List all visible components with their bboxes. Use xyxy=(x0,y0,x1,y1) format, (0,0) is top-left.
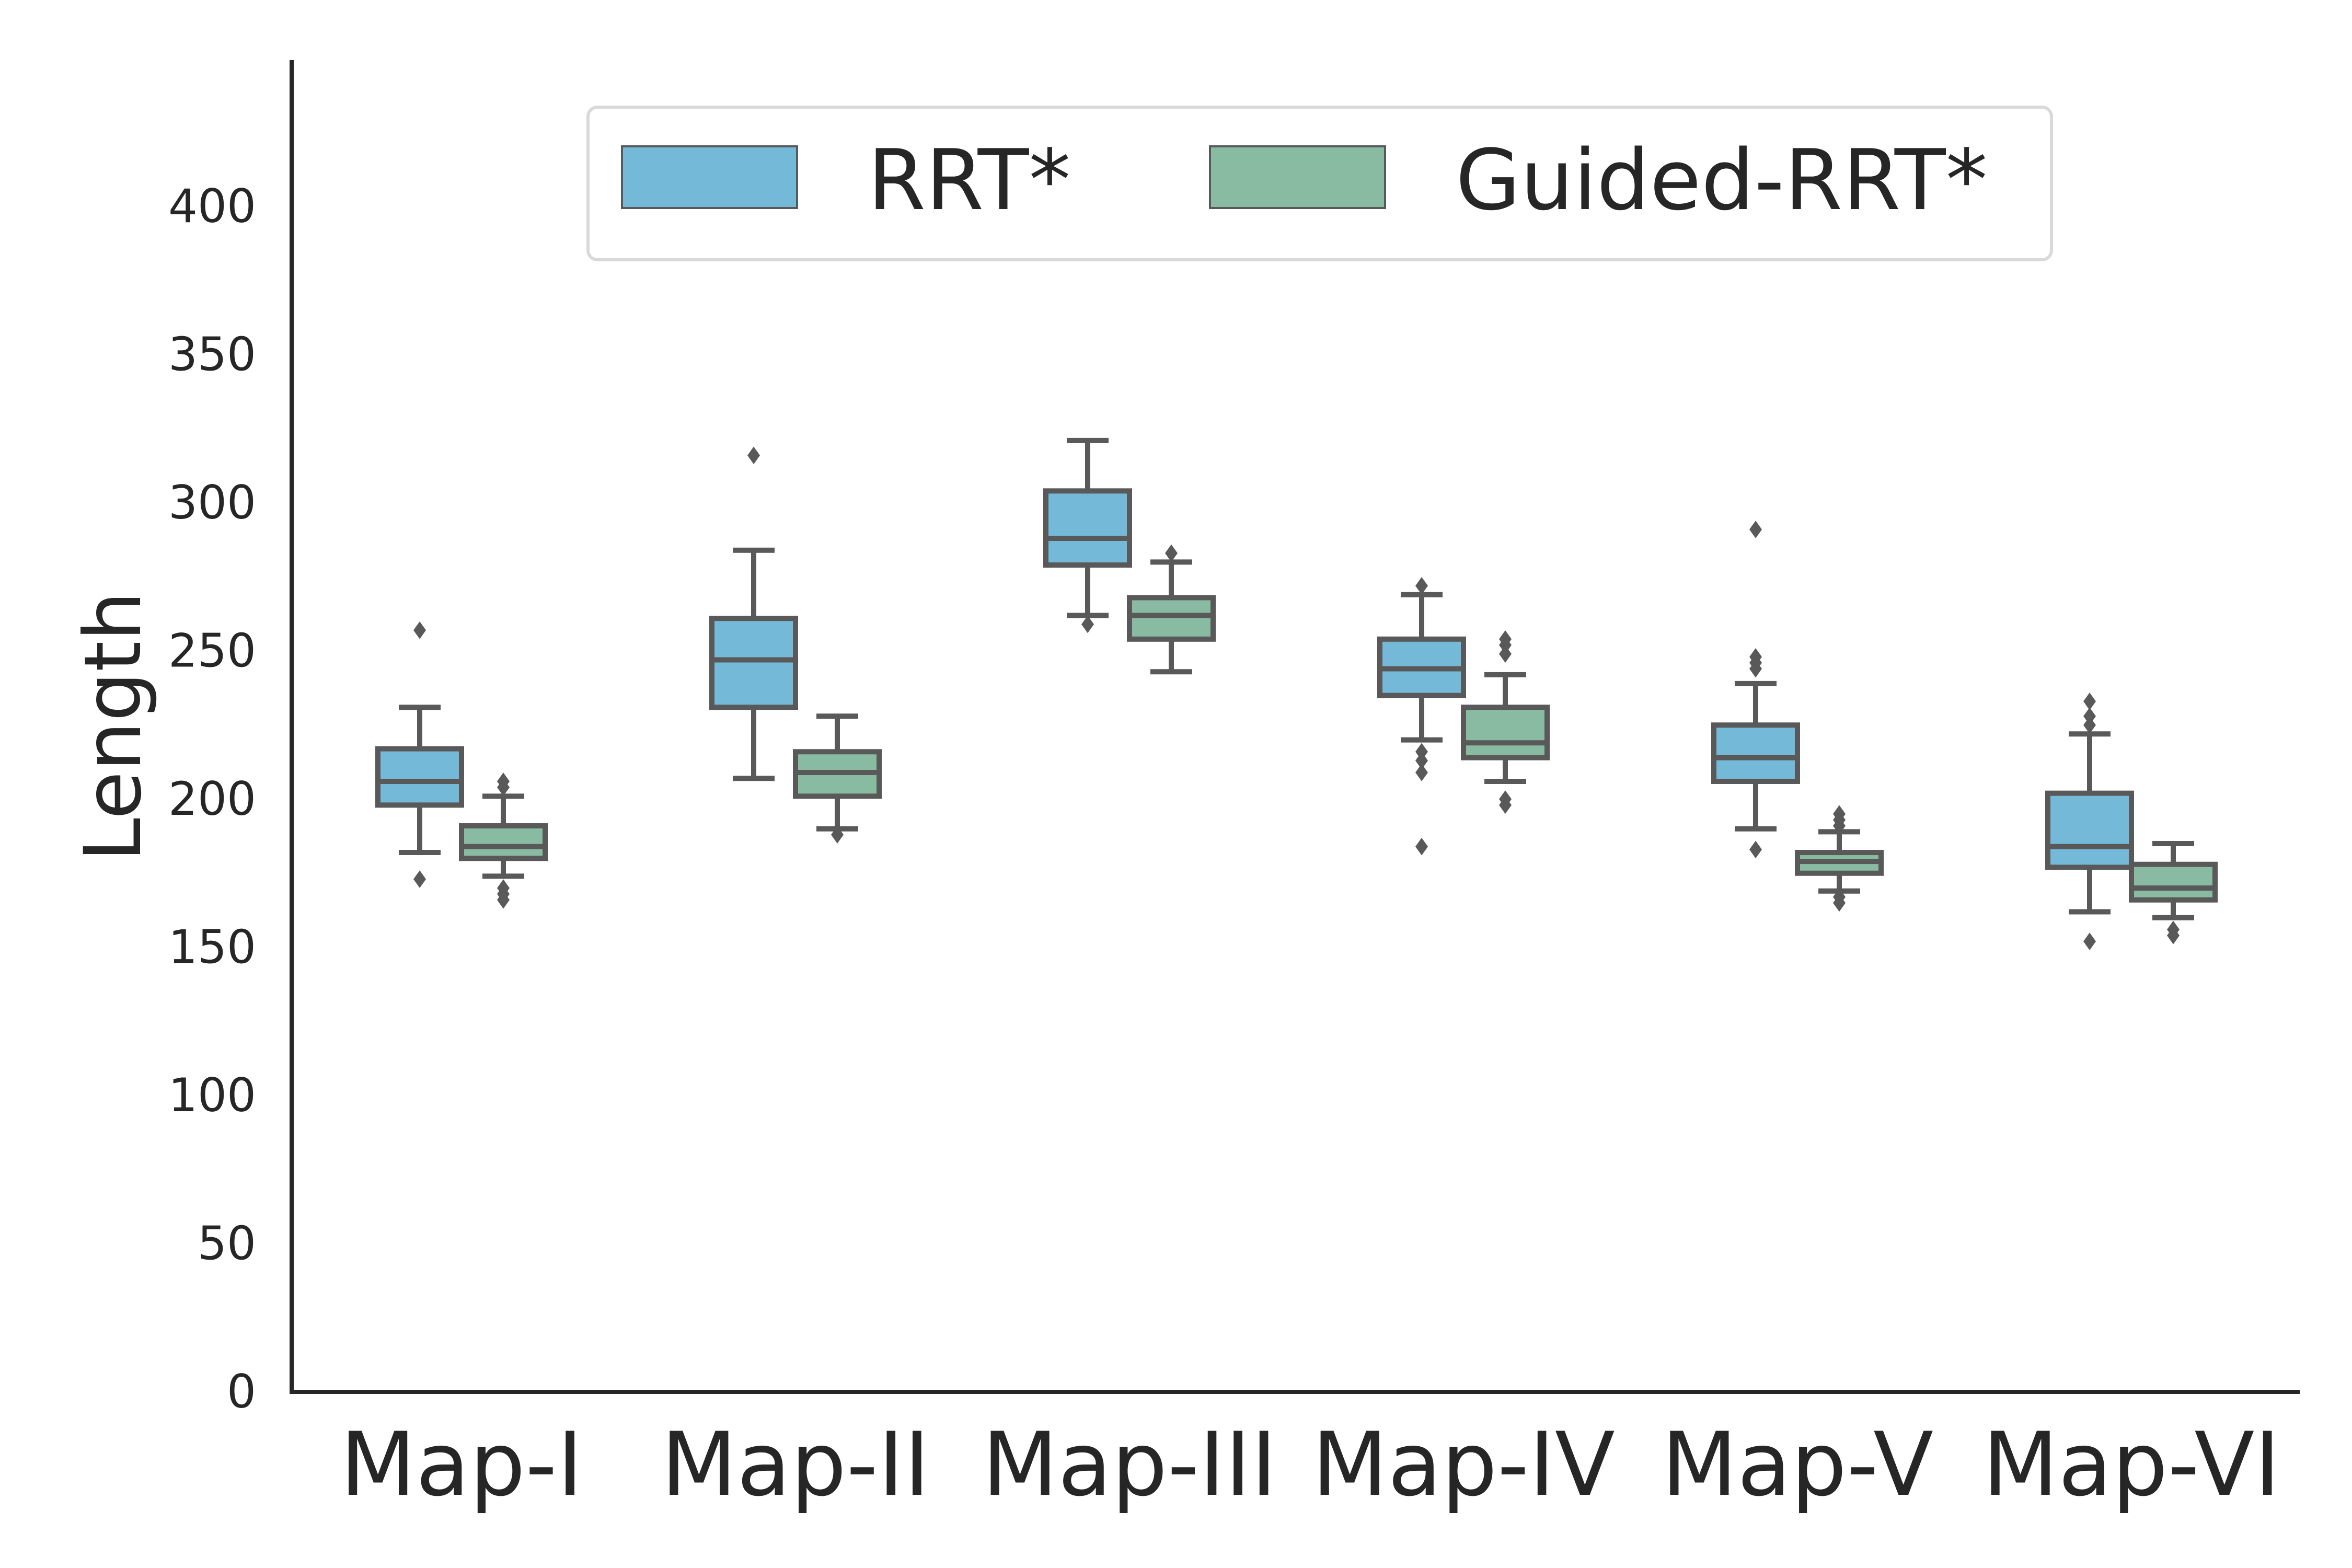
legend-label-guided-rrt-star: Guided-RRT* xyxy=(1456,131,1988,229)
y-tick-label-150: 150 xyxy=(168,920,256,974)
iqr-box xyxy=(1127,595,1216,642)
box-group-rrt-map-ii xyxy=(709,446,798,781)
box-group-guided-rrt-map-iii xyxy=(1127,544,1216,675)
y-axis-label: Length xyxy=(68,591,159,861)
y-tick-label-350: 350 xyxy=(168,328,256,382)
box-group-rrt-map-iii xyxy=(1043,437,1132,633)
outlier-point xyxy=(1833,888,1846,906)
box-group-rrt-map-v xyxy=(1711,521,1800,859)
legend-swatch-rrt-star xyxy=(621,145,798,209)
outlier-point xyxy=(1749,521,1762,538)
x-tick-label-map-iv: Map-IV xyxy=(1312,1413,1615,1516)
y-tick-label-50: 50 xyxy=(198,1217,256,1271)
y-tick-label-400: 400 xyxy=(168,179,256,233)
outlier-point xyxy=(497,879,510,897)
outlier-point xyxy=(2083,932,2096,950)
outlier-point xyxy=(2167,920,2180,939)
iqr-box xyxy=(709,616,798,710)
y-tick-label-100: 100 xyxy=(168,1068,256,1122)
y-tick-label-0: 0 xyxy=(227,1365,256,1419)
legend-label-rrt-star: RRT* xyxy=(868,131,1070,229)
outlier-point xyxy=(1415,743,1428,761)
y-tick-labels: 0 50 100 150 200 250 300 350 400 xyxy=(168,179,256,1419)
outlier-point xyxy=(2083,707,2096,725)
box-group-guided-rrt-map-i xyxy=(459,773,548,909)
outlier-point xyxy=(1415,752,1428,770)
iqr-box xyxy=(1461,705,1550,760)
iqr-box xyxy=(459,823,548,861)
outlier-point xyxy=(1081,615,1094,633)
y-tick-label-200: 200 xyxy=(168,772,256,826)
x-tick-labels: Map-I Map-II Map-III Map-IV Map-V Map-VI xyxy=(340,1413,2280,1516)
outlier-point xyxy=(497,773,510,790)
outlier-point xyxy=(1749,840,1762,859)
iqr-box xyxy=(2045,790,2134,870)
outlier-point xyxy=(2083,693,2096,710)
legend: RRT* Guided-RRT* xyxy=(586,106,2053,261)
outlier-point xyxy=(1165,544,1178,562)
outlier-point xyxy=(1415,577,1428,595)
iqr-box xyxy=(1711,722,1800,784)
x-tick-label-map-iii: Map-III xyxy=(982,1413,1277,1516)
box-group-guided-rrt-map-ii xyxy=(793,713,882,844)
box-group-rrt-map-i xyxy=(375,621,464,888)
outlier-point xyxy=(1499,790,1512,808)
y-tick-label-300: 300 xyxy=(168,476,256,529)
outlier-point xyxy=(1499,630,1512,648)
outlier-point xyxy=(1499,645,1512,663)
x-tick-label-map-v: Map-V xyxy=(1662,1413,1933,1516)
box-group-guided-rrt-map-vi xyxy=(2129,841,2218,944)
iqr-box xyxy=(375,746,464,808)
outlier-point xyxy=(413,870,426,888)
outlier-point xyxy=(831,826,844,844)
outlier-point xyxy=(1833,805,1846,823)
box-group-rrt-map-vi xyxy=(2045,693,2134,950)
outlier-point xyxy=(747,446,760,465)
y-tick-label-250: 250 xyxy=(168,624,256,678)
box-group-guided-rrt-map-v xyxy=(1795,805,1884,912)
outlier-point xyxy=(1415,764,1428,781)
box-group-guided-rrt-map-iv xyxy=(1461,630,1550,814)
iqr-box xyxy=(2129,861,2218,903)
x-tick-label-map-ii: Map-II xyxy=(661,1413,930,1516)
x-tick-label-map-i: Map-I xyxy=(340,1413,583,1516)
legend-swatch-guided-rrt-star xyxy=(1209,145,1386,209)
box-group-rrt-map-iv xyxy=(1377,577,1466,856)
iqr-box xyxy=(1043,488,1132,568)
outlier-point xyxy=(2083,716,2096,734)
outlier-point xyxy=(1415,837,1428,856)
outlier-point xyxy=(1749,648,1762,666)
box-groups xyxy=(375,437,2218,950)
outlier-point xyxy=(413,621,426,639)
x-tick-label-map-vi: Map-VI xyxy=(1982,1413,2280,1516)
